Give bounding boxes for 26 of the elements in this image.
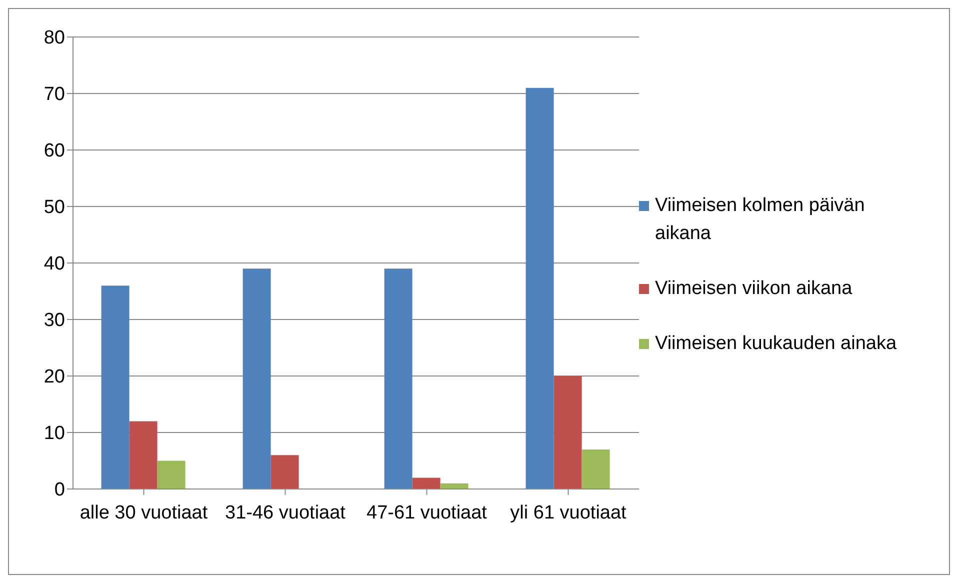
y-tick-label: 40 — [44, 254, 65, 275]
y-tick-label: 70 — [44, 84, 65, 106]
bar — [554, 376, 582, 489]
bar — [101, 286, 130, 489]
bar — [582, 449, 610, 489]
y-tick-label: 20 — [44, 366, 65, 388]
x-tick-label: yli 61 vuotiaat — [510, 502, 628, 524]
bar — [242, 268, 271, 489]
y-tick-label: 80 — [44, 28, 65, 49]
y-tick-label: 60 — [44, 140, 65, 162]
y-tick-label: 50 — [44, 197, 65, 218]
x-tick-label: 31-46 vuotiaat — [225, 502, 346, 524]
x-tick-label: alle 30 vuotiaat — [80, 502, 208, 524]
legend-label: Viimeisen kolmen päivän aikana — [655, 194, 866, 246]
bar — [384, 268, 412, 489]
legend-label: Viimeisen kuukauden ainaka — [655, 332, 898, 356]
bar — [157, 460, 186, 489]
bar — [270, 455, 299, 489]
legend-label: Viimeisen viikon aikana — [655, 277, 854, 301]
bar — [129, 421, 158, 489]
x-tick-label: 47-61 vuotiaat — [366, 502, 488, 524]
bar — [526, 88, 554, 489]
bar — [412, 478, 440, 489]
y-tick-label: 10 — [44, 423, 65, 444]
y-tick-label: 30 — [44, 310, 65, 332]
y-tick-label: 0 — [54, 480, 65, 501]
